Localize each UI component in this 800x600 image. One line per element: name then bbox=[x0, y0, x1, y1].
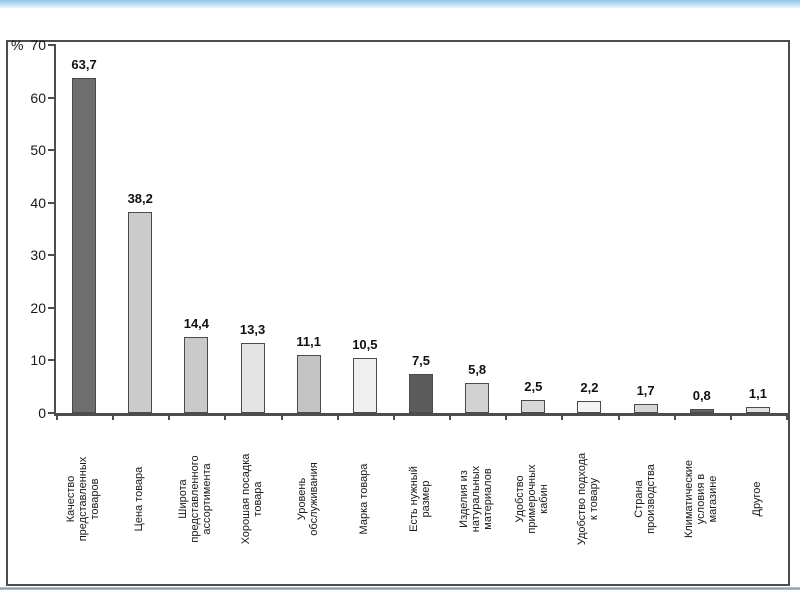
x-axis-tick bbox=[505, 413, 508, 420]
bar-2 bbox=[128, 212, 153, 413]
x-axis-tick bbox=[561, 413, 564, 420]
y-axis-unit-label: % bbox=[11, 37, 24, 53]
x-axis-tick bbox=[336, 413, 339, 420]
bar-value-label: 13,3 bbox=[239, 322, 266, 338]
x-axis-tick bbox=[729, 413, 732, 420]
x-axis-tick bbox=[112, 413, 115, 420]
x-axis-tick bbox=[617, 413, 620, 420]
y-axis-tick bbox=[48, 149, 55, 152]
x-axis-line bbox=[54, 413, 786, 416]
bar-value-label: 7,5 bbox=[411, 352, 431, 368]
y-axis-tick-label: 0 bbox=[38, 405, 46, 421]
bar-6 bbox=[352, 357, 377, 413]
bar-value-label: 11,1 bbox=[296, 333, 321, 349]
y-axis-tick-label: 40 bbox=[30, 194, 46, 211]
x-axis-tick bbox=[786, 413, 788, 420]
y-axis-tick bbox=[48, 412, 55, 414]
bar-value-label: 1,7 bbox=[636, 383, 655, 399]
bar-8 bbox=[465, 382, 490, 413]
bar-5 bbox=[296, 354, 321, 413]
bar-value-label: 63,7 bbox=[71, 57, 97, 73]
x-axis-category-label: Марка товара bbox=[357, 463, 370, 535]
x-axis-category-label: Удобство примерочных кабин bbox=[514, 464, 551, 534]
y-axis-tick bbox=[48, 306, 55, 309]
x-axis-tick bbox=[673, 413, 676, 420]
bar-12 bbox=[689, 408, 714, 413]
bar-3 bbox=[184, 337, 209, 413]
x-axis-category-label: Есть нужный размер bbox=[408, 466, 432, 532]
bar-11 bbox=[633, 404, 658, 413]
bar-value-label: 2,5 bbox=[524, 378, 543, 394]
bar-10 bbox=[577, 401, 602, 413]
slide-bottom-border bbox=[0, 587, 800, 590]
x-axis-tick bbox=[449, 413, 452, 420]
x-axis-category-label: Уровень обслуживания bbox=[295, 462, 320, 536]
x-axis-category-label: Изделия из натуральных материалов bbox=[458, 465, 495, 533]
x-axis-category-label: Хорошая посадка товара bbox=[239, 453, 264, 545]
x-axis-category-label: Широта представленного ассортимента bbox=[177, 455, 214, 543]
x-axis-category-label: Качество представленных товаров bbox=[65, 456, 102, 542]
bar-9 bbox=[521, 399, 546, 413]
y-axis-tick bbox=[48, 44, 55, 46]
y-axis-tick-label: 70 bbox=[30, 37, 46, 53]
bar-value-label: 14,4 bbox=[183, 316, 210, 332]
bar-value-label: 1,1 bbox=[748, 386, 767, 402]
bar-value-label: 38,2 bbox=[127, 191, 153, 207]
x-axis-category-label: Другое bbox=[750, 481, 763, 517]
x-axis-tick bbox=[168, 413, 171, 420]
x-axis-category-label: Цена товара bbox=[133, 466, 146, 532]
y-axis-tick-label: 30 bbox=[30, 247, 46, 264]
y-axis-tick-label: 10 bbox=[30, 352, 46, 369]
bar-7 bbox=[409, 373, 433, 413]
bar-4 bbox=[240, 343, 265, 413]
y-axis-tick bbox=[48, 359, 55, 362]
y-axis-tick bbox=[48, 254, 55, 257]
x-axis-category-label: Страна производства bbox=[632, 464, 657, 534]
y-axis-tick bbox=[48, 201, 55, 204]
y-axis-tick-label: 20 bbox=[30, 299, 46, 316]
y-axis-line bbox=[54, 44, 56, 415]
x-axis-category-label: Климатические условия в магазине bbox=[682, 460, 719, 539]
bar-13 bbox=[745, 407, 770, 413]
y-axis-tick-label: 50 bbox=[30, 142, 46, 159]
bar-1 bbox=[72, 78, 97, 413]
x-axis-tick bbox=[392, 413, 395, 420]
x-axis-tick bbox=[280, 413, 283, 420]
x-axis-tick bbox=[224, 413, 227, 420]
x-axis-tick bbox=[56, 413, 58, 420]
bar-value-label: 10,5 bbox=[352, 336, 378, 352]
bar-value-label: 0,8 bbox=[692, 387, 711, 403]
bar-value-label: 5,8 bbox=[468, 361, 487, 377]
bar-value-label: 2,2 bbox=[580, 380, 599, 396]
y-axis-tick-label: 60 bbox=[30, 89, 46, 106]
x-axis-category-label: Удобство подхода к товару bbox=[576, 452, 601, 546]
slide-top-border bbox=[0, 0, 800, 8]
y-axis-tick bbox=[48, 96, 55, 99]
chart-frame bbox=[6, 40, 790, 586]
